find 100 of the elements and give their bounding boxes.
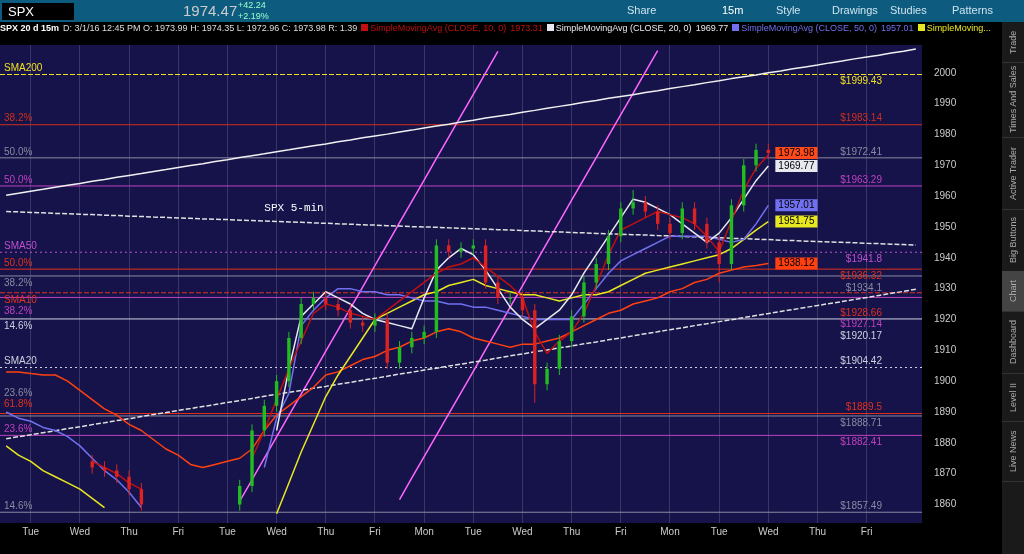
ref-line-label: $1904.42: [840, 355, 883, 367]
ref-line-label: $1963.29: [840, 173, 883, 185]
x-tick-label: Thu: [808, 525, 827, 537]
y-tick-label: 1950: [934, 220, 957, 232]
candlestick: [348, 303, 353, 330]
ref-line-label: $1983.14: [840, 112, 883, 124]
annotation: 50.0%: [4, 256, 33, 268]
text: Patterns: [952, 4, 993, 16]
ref-line-label: $1882.41: [840, 436, 883, 448]
annotation: SMA20: [4, 355, 38, 367]
annotation: SMA200: [4, 62, 43, 74]
candlestick: [422, 325, 426, 345]
x-tick-label: Thu: [120, 525, 138, 537]
y-tick-label: 1980: [934, 128, 957, 140]
candlestick: [631, 189, 635, 216]
y-tick-label: 1960: [934, 189, 957, 201]
legend-label: SimpleMovingAvg (CLOSE, 50, 0): [741, 23, 878, 33]
x-tick-label: Wed: [512, 525, 533, 537]
y-tick-label: 1880: [934, 436, 957, 448]
ref-line-label: $1972.41: [840, 145, 883, 157]
y-tick-label: 1890: [934, 405, 957, 417]
candlestick: [754, 143, 758, 172]
text: +42.24: [238, 0, 266, 10]
text: Dashboard: [1002, 311, 1024, 374]
text: 1973.31: [510, 23, 543, 33]
text: +2.19%: [238, 11, 269, 21]
ref-line-label: $1928.66: [840, 306, 883, 318]
candlestick: [668, 217, 672, 240]
x-tick-label: Tue: [710, 525, 729, 537]
ref-line-label: $1927.14: [840, 318, 883, 330]
chart-subtitle: D: 3/1/16 12:45 PM O: 1973.99 H: 1974.35 L: 1972.96 C: 1973.98 R: 1.39: [63, 23, 358, 33]
annotation: SPX 5-min: [264, 202, 324, 215]
text: Drawings: [832, 4, 878, 16]
legend-label: SimpleMovingAvg (CLOSE, 20, 0): [555, 23, 692, 33]
chart-title: SPX 20 d 15m: [0, 23, 60, 33]
data-label: 1957.01: [778, 199, 815, 211]
y-tick-label: 1990: [934, 97, 957, 109]
y-tick-label: 1940: [934, 251, 957, 263]
annotation: 14.6%: [4, 499, 33, 511]
data-label: 1938.12: [778, 257, 815, 269]
ref-line-label: $1936.32: [840, 269, 883, 281]
annotation: 23.6%: [4, 423, 33, 435]
y-tick-label: 2000: [934, 66, 957, 78]
candlestick: [397, 340, 402, 370]
ref-line-label: $1934.1: [845, 281, 883, 293]
x-tick-label: Mon: [660, 525, 680, 537]
candlestick: [717, 235, 721, 283]
text: Studies: [890, 4, 927, 16]
annotation: SMA50: [4, 239, 38, 251]
y-tick-label: 1900: [934, 374, 957, 386]
y-tick-label: 1910: [934, 344, 957, 356]
x-tick-label: Thu: [563, 525, 581, 537]
candlestick: [90, 454, 94, 475]
x-tick-label: Fri: [860, 525, 873, 537]
annotation: 38.2%: [4, 112, 33, 124]
data-label: 1951.75: [778, 215, 815, 227]
data-label: 1969.77: [778, 159, 815, 171]
candlestick: [643, 195, 648, 219]
text: SPX: [2, 3, 75, 20]
candlestick: [692, 201, 697, 231]
text: 1974.47: [183, 2, 238, 19]
x-tick-label: Wed: [266, 525, 287, 537]
x-tick-label: Tue: [22, 525, 40, 537]
x-tick-label: Fri: [614, 525, 627, 537]
candlestick: [545, 362, 549, 391]
ref-line-label: $1941.8: [845, 252, 883, 264]
text: 1973.98: [778, 146, 815, 158]
text: Style: [776, 4, 801, 16]
text: 1969.77: [695, 23, 729, 33]
candlestick: [496, 275, 500, 305]
candlestick: [508, 291, 512, 305]
candlestick: [459, 241, 463, 259]
x-tick-label: Fri: [172, 525, 185, 537]
annotation: 14.6%: [4, 319, 33, 331]
candlestick: [446, 238, 451, 259]
annotation: 23.6%: [4, 386, 33, 398]
annotation: 50.0%: [4, 145, 33, 157]
y-tick-label: 1920: [934, 313, 957, 325]
y-tick-label: 1860: [934, 498, 957, 510]
ref-line-label: $1920.17: [840, 329, 883, 341]
annotation: 38.2%: [4, 305, 33, 317]
text: Share: [627, 4, 657, 16]
candlestick: [336, 297, 340, 317]
annotation: 50.0%: [4, 173, 33, 185]
annotation: 38.2%: [4, 276, 33, 288]
candlestick: [705, 217, 709, 250]
x-tick-label: Wed: [758, 525, 779, 537]
x-tick-label: Tue: [218, 525, 237, 537]
text: Trade: [1002, 22, 1024, 63]
candlestick: [410, 331, 414, 354]
text: Active Trader: [1002, 137, 1024, 210]
x-tick-label: Fri: [369, 525, 381, 537]
text: Big Buttons: [1002, 209, 1024, 272]
x-tick-label: Tue: [464, 525, 483, 537]
legend-label: SimpleMovingAvg (CLOSE, 10, 0): [370, 23, 507, 33]
annotation: 61.8%: [4, 398, 33, 410]
text: Chart: [1002, 271, 1024, 312]
text: Times And Sales: [1002, 62, 1024, 138]
legend-label: SimpleMoving...: [926, 23, 991, 33]
x-tick-label: Mon: [414, 525, 434, 537]
